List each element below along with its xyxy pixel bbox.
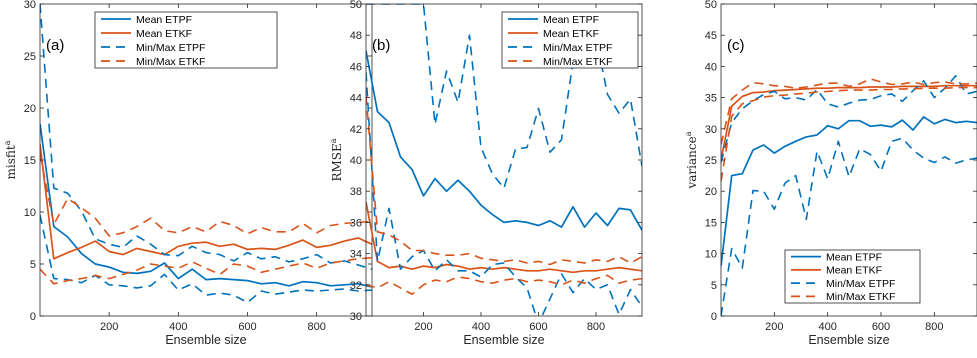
legend-label-mean-etkf: Mean ETKF bbox=[136, 28, 192, 40]
y-tick-label: 10 bbox=[24, 207, 36, 219]
legend-label-mean-etpf: Mean ETPF bbox=[136, 14, 192, 26]
series-line-min-max-etkf-5 bbox=[366, 274, 642, 296]
chart-panel-2: 200 400 600 800 30 32 34 36 38 40 42 44 46 48 50 Ensemb… bbox=[329, 0, 643, 347]
legend-label-min-max-etkf: Min/Max ETKF bbox=[826, 291, 895, 303]
legend: Mean ETPF Mean ETKF Min/Max ETPF Min/Max ET… bbox=[94, 11, 278, 69]
y-tick-label: 5 bbox=[30, 259, 36, 271]
chart-panel-3: 200 400 600 800 0 5 10 15 20 25 30 35 40 45 50 Ensemble… bbox=[684, 0, 977, 347]
x-tick-label: 400 bbox=[169, 321, 187, 333]
y-tick-label: 34 bbox=[350, 249, 362, 261]
series-line-min-max-etpf-2 bbox=[721, 75, 977, 163]
series-group bbox=[40, 4, 372, 304]
y-tick-label: 35 bbox=[705, 93, 717, 105]
y-tick-label: 15 bbox=[24, 155, 36, 167]
legend-label-mean-etkf: Mean ETKF bbox=[826, 265, 882, 277]
y-axis-label-superscript: a bbox=[329, 138, 338, 143]
legend-box bbox=[94, 11, 278, 69]
legend-box bbox=[501, 11, 639, 69]
y-tick-label: 48 bbox=[350, 30, 362, 42]
series-line-min-max-etpf-2 bbox=[40, 4, 372, 270]
y-axis-label-text: RMSE bbox=[330, 143, 344, 181]
y-tick-label: 50 bbox=[705, 0, 717, 11]
y-tick-label: 45 bbox=[705, 30, 717, 42]
x-tick-label: 200 bbox=[100, 321, 118, 333]
series-line-min-max-etkf-5 bbox=[721, 86, 977, 182]
series-line-mean-etpf bbox=[40, 123, 372, 288]
legend-label-mean-etpf: Mean ETPF bbox=[826, 251, 882, 263]
legend-label-min-max-etpf: Min/Max ETPF bbox=[136, 42, 205, 54]
y-tick-label: 32 bbox=[350, 280, 362, 292]
x-tick-label: 800 bbox=[307, 321, 325, 333]
y-tick-label: 25 bbox=[705, 155, 717, 167]
x-tick-label: 200 bbox=[765, 321, 783, 333]
y-tick-label: 30 bbox=[705, 124, 717, 136]
panel-label: (a) bbox=[46, 37, 64, 54]
y-axis-label-superscript: a bbox=[3, 140, 12, 145]
x-tick-label: 600 bbox=[238, 321, 256, 333]
y-tick-label: 0 bbox=[30, 311, 36, 323]
series-line-min-max-etkf-5 bbox=[40, 257, 372, 285]
y-axis-label: misfita bbox=[3, 140, 18, 179]
series-line-min-max-etpf-3 bbox=[721, 137, 977, 316]
y-tick-label: 25 bbox=[24, 51, 36, 63]
x-tick-label: 600 bbox=[872, 321, 890, 333]
y-tick-label: 30 bbox=[24, 0, 36, 11]
x-tick-label: 600 bbox=[529, 321, 547, 333]
y-axis-label: variancea bbox=[684, 131, 699, 189]
y-tick-label: 46 bbox=[350, 61, 362, 73]
y-tick-label: 40 bbox=[705, 61, 717, 73]
chart-panel-1: 200 400 600 800 0 5 10 15 20 25 30 Ensemble size mis… bbox=[3, 0, 373, 347]
y-tick-label: 42 bbox=[350, 124, 362, 136]
x-tick-label: 400 bbox=[818, 321, 836, 333]
series-line-mean-etpf bbox=[366, 50, 642, 231]
series-group bbox=[721, 75, 977, 316]
legend-label-mean-etkf: Mean ETKF bbox=[543, 28, 599, 40]
y-tick-label: 40 bbox=[350, 155, 362, 167]
series-line-min-max-etpf-3 bbox=[366, 72, 642, 316]
y-axis-label-superscript: a bbox=[684, 131, 693, 136]
legend-label-min-max-etpf: Min/Max ETPF bbox=[826, 278, 895, 290]
legend-label-mean-etpf: Mean ETPF bbox=[543, 14, 599, 26]
x-tick-label: 400 bbox=[472, 321, 490, 333]
y-tick-label: 0 bbox=[711, 311, 717, 323]
y-tick-label: 10 bbox=[705, 249, 717, 261]
y-tick-label: 38 bbox=[350, 186, 362, 198]
x-axis-label: Ensemble size bbox=[808, 333, 889, 347]
x-axis-label: Ensemble size bbox=[165, 333, 246, 347]
y-tick-label: 5 bbox=[711, 280, 717, 292]
y-axis-label-text: misfit bbox=[4, 145, 18, 179]
y-tick-label: 20 bbox=[705, 186, 717, 198]
y-tick-label: 44 bbox=[350, 93, 362, 105]
series-line-mean-etkf bbox=[721, 84, 977, 161]
legend-label-min-max-etkf: Min/Max ETKF bbox=[136, 56, 205, 68]
series-line-min-max-etkf-4 bbox=[721, 78, 977, 145]
series-line-min-max-etkf-4 bbox=[366, 95, 642, 266]
panel-label: (c) bbox=[727, 37, 745, 54]
y-tick-label: 50 bbox=[350, 0, 362, 11]
series-line-min-max-etkf-4 bbox=[40, 153, 372, 237]
legend-box bbox=[784, 249, 921, 304]
y-axis-label: RMSEa bbox=[329, 138, 344, 181]
x-tick-label: 800 bbox=[925, 321, 943, 333]
series-line-mean-etpf bbox=[721, 116, 977, 267]
series-line-mean-etkf bbox=[40, 144, 372, 260]
series-line-mean-etkf bbox=[366, 201, 642, 274]
x-tick-label: 200 bbox=[414, 321, 432, 333]
y-tick-label: 30 bbox=[350, 311, 362, 323]
y-axis-label-text: variance bbox=[685, 136, 699, 189]
y-tick-label: 20 bbox=[24, 103, 36, 115]
x-axis-label: Ensemble size bbox=[463, 333, 544, 347]
y-tick-label: 36 bbox=[350, 217, 362, 229]
y-tick-label: 15 bbox=[705, 217, 717, 229]
legend-label-min-max-etpf: Min/Max ETPF bbox=[543, 42, 612, 54]
legend-label-min-max-etkf: Min/Max ETKF bbox=[543, 56, 612, 68]
x-tick-label: 800 bbox=[587, 321, 605, 333]
panel-label: (b) bbox=[372, 37, 390, 54]
legend: Mean ETPF Mean ETKF Min/Max ETPF Min/Max ET… bbox=[501, 11, 639, 69]
